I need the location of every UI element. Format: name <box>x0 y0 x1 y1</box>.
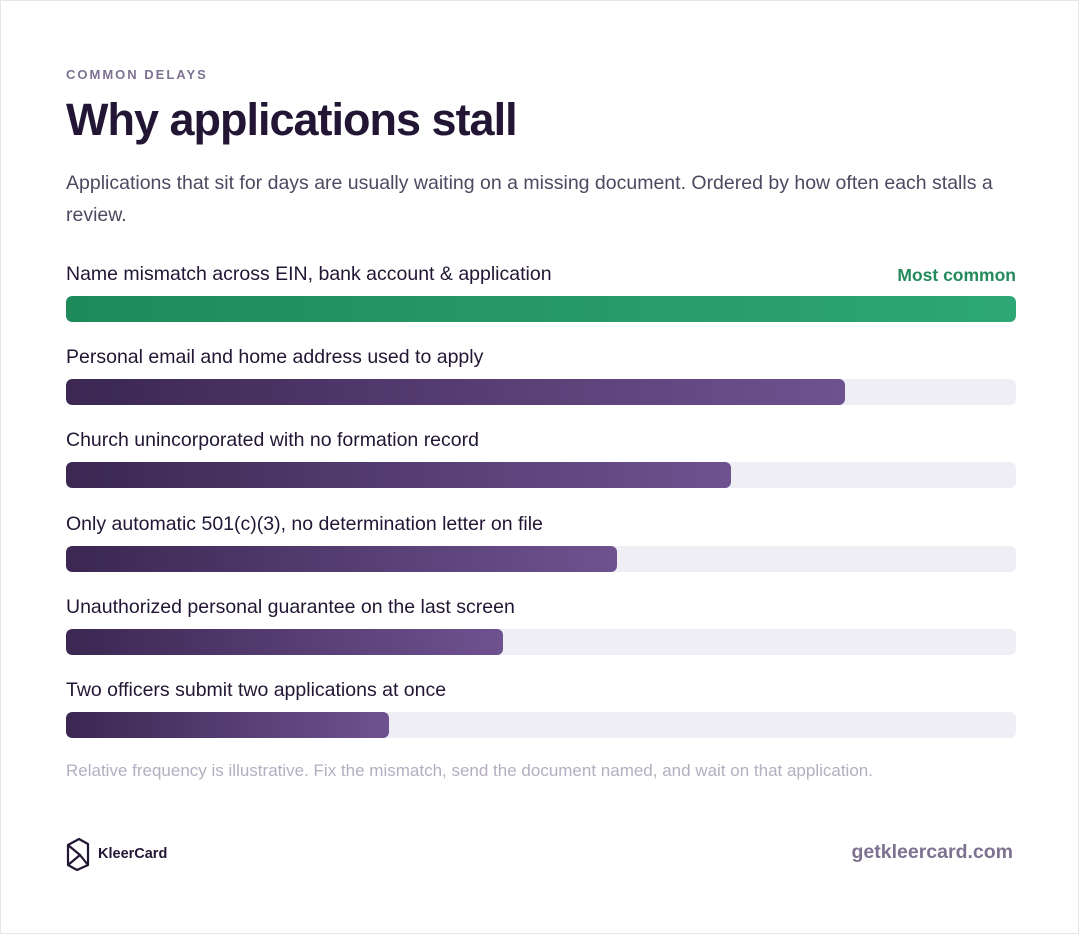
bar <box>66 628 503 655</box>
chart-row: Only automatic 501(c)(3), no determinati… <box>66 511 1016 594</box>
chart-row: Two officers submit two applications at … <box>66 677 1016 760</box>
bar-track <box>66 628 1016 655</box>
bar-track <box>66 379 1016 406</box>
most-common-badge: Most common <box>897 265 1016 285</box>
bar-label: Name mismatch across EIN, bank account &… <box>66 263 552 285</box>
bar-label: Church unincorporated with no formation … <box>66 429 479 452</box>
chart-row: Church unincorporated with no formation … <box>66 427 1016 510</box>
bar <box>66 711 389 738</box>
brand-logo: KleerCard <box>66 837 167 871</box>
bar-chart: Name mismatch across EIN, bank account &… <box>66 261 1016 760</box>
bar-track <box>66 711 1016 738</box>
bar-label: Personal email and home address used to … <box>66 346 484 369</box>
bar <box>66 379 845 406</box>
page-title: Why applications stall <box>66 94 518 145</box>
bar-track <box>66 296 1016 322</box>
chart-row: Unauthorized personal guarantee on the l… <box>66 594 1016 677</box>
bar-label: Two officers submit two applications at … <box>66 678 447 701</box>
kleercard-logo-icon <box>66 837 90 871</box>
subtitle: Applications that sit for days are usual… <box>66 172 993 226</box>
bar <box>66 462 731 489</box>
eyebrow: COMMON DELAYS <box>66 67 208 82</box>
brand-name: KleerCard <box>98 846 168 862</box>
bar-track <box>66 462 1016 489</box>
chart-row: Name mismatch across EIN, bank account &… <box>66 261 1016 344</box>
bar-label: Only automatic 501(c)(3), no determinati… <box>66 512 543 535</box>
chart-row: Personal email and home address used to … <box>66 344 1016 427</box>
bar-label: Unauthorized personal guarantee on the l… <box>66 595 515 618</box>
site-url[interactable]: getkleercard.com <box>851 841 1014 863</box>
bar <box>66 545 617 572</box>
bar-track <box>66 545 1016 572</box>
chart-footnote: Relative frequency is illustrative. Fix … <box>66 761 873 780</box>
bar <box>66 296 1016 322</box>
